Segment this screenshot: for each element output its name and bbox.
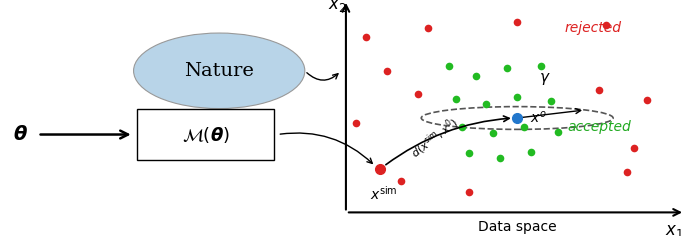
Text: rejected: rejected [564,21,621,35]
Text: $x^\mathrm{sim}$: $x^\mathrm{sim}$ [370,185,397,203]
Text: $\mathcal{M}(\boldsymbol{\theta})$: $\mathcal{M}(\boldsymbol{\theta})$ [182,125,229,144]
Text: $x_1$: $x_1$ [665,222,684,236]
Text: Nature: Nature [184,62,254,80]
Text: accepted: accepted [567,120,632,135]
FancyBboxPatch shape [137,109,274,160]
Text: Data space: Data space [478,219,556,234]
Text: $x_2$: $x_2$ [328,0,347,14]
Text: $d(x^\mathrm{sim},x^0)$: $d(x^\mathrm{sim},x^0)$ [408,114,462,162]
Text: $\gamma$: $\gamma$ [538,71,551,87]
Text: $x^o$: $x^o$ [530,110,546,126]
Ellipse shape [134,33,305,109]
Text: $\boldsymbol{\theta}$: $\boldsymbol{\theta}$ [13,125,28,144]
